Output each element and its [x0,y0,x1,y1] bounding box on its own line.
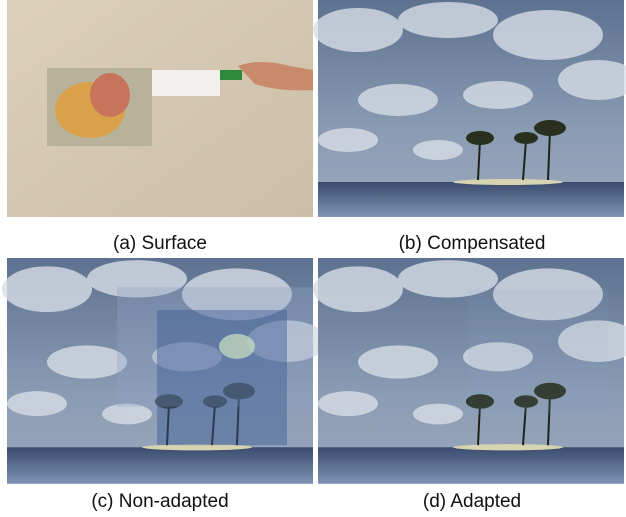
caption: (c) Non-adapted [91,491,228,512]
caption: (b) Compensated [399,233,546,254]
panel-d-image [311,256,626,485]
caption: (a) Surface [113,233,207,254]
panel-a-image [7,0,313,217]
panel-b-image [312,0,626,218]
caption: (d) Adapted [423,491,521,512]
panel-c-image [0,256,329,485]
